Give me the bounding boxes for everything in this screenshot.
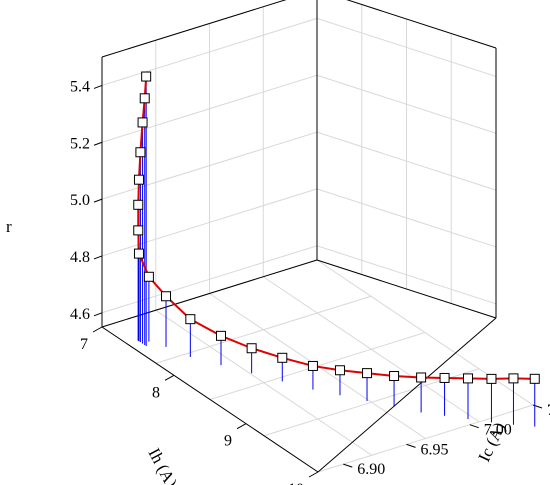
data-point (143, 271, 154, 282)
data-point (133, 225, 144, 236)
z-tick-label: 4.6 (70, 306, 90, 323)
data-point (135, 147, 146, 158)
axis-frame-line (317, 317, 497, 473)
data-point (139, 93, 150, 104)
z-tick-label: 4.8 (70, 249, 90, 266)
axis-frame-line (316, 259, 497, 319)
grid-line (101, 131, 497, 200)
axis-frame-line (101, 326, 319, 473)
y-tick-label: 6.95 (421, 441, 449, 458)
z-tick (93, 198, 103, 203)
z-tick-label: 5.2 (70, 135, 90, 152)
grid-line (101, 245, 497, 314)
data-point (161, 291, 172, 302)
data-point (246, 343, 257, 354)
data-point (137, 117, 148, 128)
data-point (185, 314, 196, 325)
z-tick (93, 84, 103, 89)
data-point (141, 71, 152, 82)
z-tick (93, 312, 103, 317)
x-tick-label: 7 (80, 336, 88, 353)
x-axis-title: Ih (A) (144, 445, 181, 485)
data-point (133, 174, 144, 185)
data-point (508, 373, 519, 384)
grid-line (101, 188, 497, 257)
grid-line (316, 259, 534, 406)
x-tick (164, 374, 175, 381)
data-point (389, 371, 400, 382)
x-tick (92, 326, 103, 333)
y-tick-label: 7.00 (484, 422, 512, 439)
z-tick (93, 255, 103, 260)
z-tick-label: 5.0 (70, 192, 90, 209)
series-line (137, 76, 535, 380)
chart-curve (137, 76, 535, 380)
y-tick (469, 424, 479, 429)
axis-frame-line (346, 0, 497, 49)
data-point (362, 368, 373, 379)
data-point (307, 360, 318, 371)
y-tick-label: 7.05 (547, 402, 550, 419)
z-axis-title: r (6, 217, 12, 236)
x-tick (308, 471, 319, 478)
x-tick-label: 8 (152, 384, 160, 401)
data-point (277, 352, 288, 363)
data-point (334, 365, 345, 376)
data-point (133, 199, 144, 210)
z-tick-label: 5.4 (70, 78, 90, 95)
chart-ticks (92, 84, 543, 478)
y-tick (343, 463, 353, 468)
grid-line (101, 74, 497, 143)
axis-frame-line (101, 0, 287, 58)
data-point (439, 372, 450, 383)
x-tick-label: 9 (224, 433, 232, 450)
data-point (486, 373, 497, 384)
data-point (416, 372, 427, 383)
y-tick-label: 6.90 (357, 461, 385, 478)
chart-axes (101, 0, 497, 473)
grid-line (317, 404, 534, 473)
chart-markers (133, 71, 540, 384)
data-point (133, 248, 144, 259)
y-tick (406, 443, 416, 448)
z-tick (93, 141, 103, 146)
data-point (463, 373, 474, 384)
x-tick-label: 10 (288, 481, 304, 485)
x-tick (236, 423, 247, 430)
grid-line (262, 276, 480, 423)
data-point (529, 373, 540, 384)
data-point (215, 330, 226, 341)
y-axis-title: Ic (A) (474, 419, 509, 464)
chart-tick-labels: 4.6 4.8 5.0 5.2 5.4 7 8 9 10 6.90 6.95 7.00 7.05 (70, 78, 550, 485)
